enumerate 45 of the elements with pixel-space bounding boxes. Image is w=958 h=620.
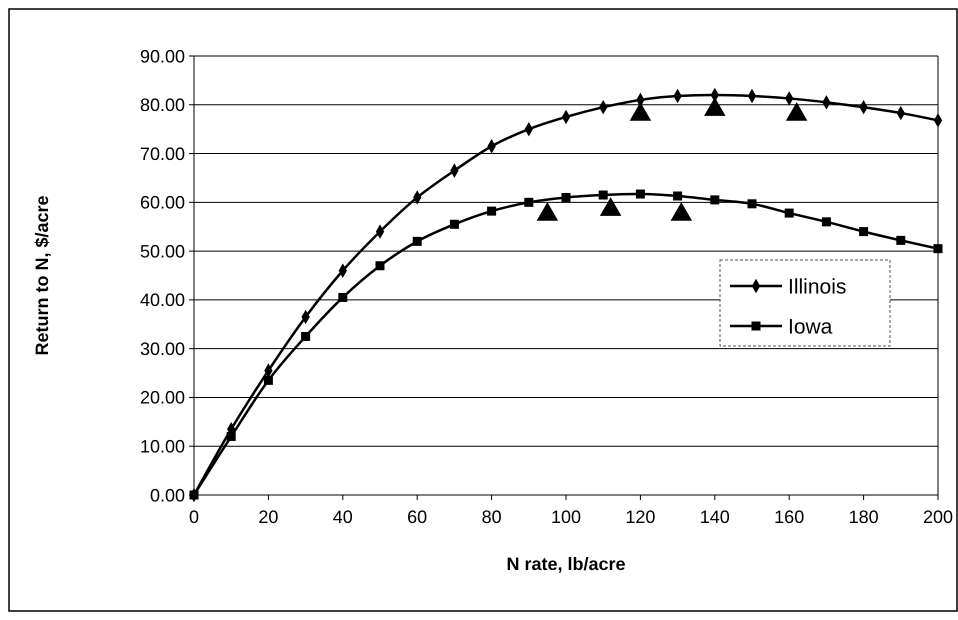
point bbox=[301, 332, 310, 341]
point bbox=[673, 191, 682, 200]
x-tick-label: 0 bbox=[188, 507, 200, 527]
point bbox=[896, 236, 906, 245]
y-tick-label: 80.00 bbox=[140, 95, 185, 116]
point bbox=[934, 244, 942, 254]
y-tick-label: 0.00 bbox=[150, 485, 185, 506]
y-tick-label: 60.00 bbox=[140, 192, 185, 213]
point bbox=[562, 192, 570, 202]
x-tick-label: 180 bbox=[848, 507, 879, 527]
legend-label: Illinois bbox=[788, 275, 846, 298]
point bbox=[338, 292, 348, 302]
x-tick-label: 80 bbox=[482, 507, 502, 527]
y-tick-label: 20.00 bbox=[140, 388, 185, 408]
point bbox=[598, 190, 608, 200]
x-axis-title: N rate, lb/acre bbox=[506, 554, 626, 574]
legend-label: Iowa bbox=[788, 315, 833, 338]
x-tick-label: 40 bbox=[332, 507, 353, 527]
y-tick-label: 90.00 bbox=[140, 46, 185, 66]
x-tick-label: 140 bbox=[700, 507, 730, 527]
x-tick-label: 100 bbox=[550, 507, 582, 527]
x-tick-label: 120 bbox=[625, 507, 656, 527]
point bbox=[859, 227, 868, 236]
x-tick-label: 20 bbox=[258, 507, 278, 527]
point bbox=[226, 432, 236, 441]
point bbox=[784, 208, 794, 218]
point bbox=[450, 220, 459, 229]
point bbox=[412, 236, 422, 246]
point bbox=[376, 261, 384, 270]
y-tick-label: 30.00 bbox=[140, 338, 185, 359]
y-tick-label: 50.00 bbox=[140, 241, 185, 262]
point bbox=[524, 198, 534, 207]
y-axis-title: Return to N, $/acre bbox=[32, 195, 52, 356]
x-tick-label: 160 bbox=[774, 507, 804, 527]
point bbox=[748, 199, 756, 208]
point bbox=[636, 190, 645, 199]
x-tick-label: 200 bbox=[922, 507, 954, 527]
point bbox=[710, 195, 720, 204]
y-tick-label: 10.00 bbox=[140, 436, 185, 457]
point bbox=[487, 206, 496, 216]
point bbox=[822, 217, 831, 226]
x-tick-label: 60 bbox=[407, 507, 428, 527]
point bbox=[264, 376, 273, 385]
y-tick-label: 40.00 bbox=[140, 290, 185, 310]
y-tick-label: 70.00 bbox=[140, 144, 185, 164]
